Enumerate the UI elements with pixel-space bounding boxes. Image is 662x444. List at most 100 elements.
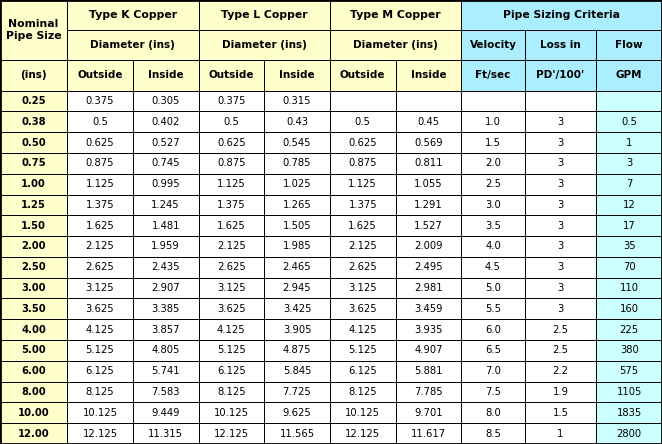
Text: 4.125: 4.125: [217, 325, 246, 335]
Bar: [199, 132, 264, 153]
Bar: [67, 382, 133, 402]
Text: 1.481: 1.481: [152, 221, 180, 231]
Bar: [396, 278, 461, 298]
Text: 2.5: 2.5: [553, 325, 569, 335]
Bar: [461, 60, 525, 91]
Bar: [199, 298, 264, 319]
Text: Ft/sec: Ft/sec: [475, 71, 510, 80]
Bar: [199, 30, 330, 60]
Text: 5.5: 5.5: [485, 304, 501, 314]
Bar: [199, 382, 264, 402]
Bar: [0, 174, 67, 194]
Text: Type L Copper: Type L Copper: [221, 10, 308, 20]
Bar: [133, 361, 199, 382]
Text: 1.125: 1.125: [85, 179, 115, 189]
Bar: [330, 0, 461, 30]
Bar: [199, 60, 264, 91]
Text: 3: 3: [557, 159, 563, 168]
Text: 5.845: 5.845: [283, 366, 311, 376]
Bar: [525, 257, 596, 278]
Text: 1.625: 1.625: [217, 221, 246, 231]
Text: 7.5: 7.5: [485, 387, 501, 397]
Text: 0.25: 0.25: [21, 96, 46, 106]
Text: 0.50: 0.50: [21, 138, 46, 147]
Bar: [396, 194, 461, 215]
Text: 7.725: 7.725: [283, 387, 311, 397]
Bar: [0, 236, 67, 257]
Bar: [596, 340, 662, 361]
Text: 380: 380: [620, 345, 639, 356]
Text: 2.009: 2.009: [414, 242, 443, 251]
Text: Flow: Flow: [616, 40, 643, 50]
Text: 3.125: 3.125: [85, 283, 115, 293]
Bar: [525, 111, 596, 132]
Text: 3.857: 3.857: [152, 325, 180, 335]
Text: 1.985: 1.985: [283, 242, 311, 251]
Bar: [67, 340, 133, 361]
Text: Outside: Outside: [77, 71, 122, 80]
Text: 12.125: 12.125: [345, 428, 380, 439]
Text: Diameter (ins): Diameter (ins): [222, 40, 307, 50]
Text: 3.625: 3.625: [348, 304, 377, 314]
Text: Diameter (ins): Diameter (ins): [353, 40, 438, 50]
Bar: [525, 153, 596, 174]
Text: 2.5: 2.5: [553, 345, 569, 356]
Text: 2.625: 2.625: [217, 262, 246, 272]
Bar: [525, 340, 596, 361]
Text: 4.5: 4.5: [485, 262, 501, 272]
Bar: [461, 0, 662, 30]
Text: 4.875: 4.875: [283, 345, 311, 356]
Text: 1.375: 1.375: [217, 200, 246, 210]
Bar: [461, 174, 525, 194]
Text: 12.125: 12.125: [83, 428, 118, 439]
Bar: [596, 298, 662, 319]
Bar: [396, 91, 461, 111]
Text: 1.959: 1.959: [152, 242, 180, 251]
Bar: [525, 236, 596, 257]
Text: 1835: 1835: [616, 408, 641, 418]
Bar: [264, 194, 330, 215]
Text: 8.125: 8.125: [348, 387, 377, 397]
Bar: [461, 236, 525, 257]
Bar: [396, 236, 461, 257]
Text: 3.125: 3.125: [348, 283, 377, 293]
Bar: [461, 402, 525, 423]
Bar: [0, 382, 67, 402]
Text: Velocity: Velocity: [469, 40, 516, 50]
Text: 0.625: 0.625: [217, 138, 246, 147]
Bar: [264, 111, 330, 132]
Bar: [525, 132, 596, 153]
Text: 0.5: 0.5: [355, 117, 371, 127]
Bar: [67, 91, 133, 111]
Text: 3: 3: [557, 117, 563, 127]
Bar: [330, 278, 396, 298]
Bar: [67, 278, 133, 298]
Bar: [396, 215, 461, 236]
Text: 110: 110: [620, 283, 639, 293]
Bar: [330, 402, 396, 423]
Text: 8.125: 8.125: [217, 387, 246, 397]
Bar: [525, 91, 596, 111]
Bar: [525, 30, 596, 60]
Text: 3.459: 3.459: [414, 304, 443, 314]
Text: 35: 35: [623, 242, 636, 251]
Bar: [199, 174, 264, 194]
Bar: [133, 194, 199, 215]
Bar: [264, 402, 330, 423]
Text: 0.75: 0.75: [21, 159, 46, 168]
Text: 0.875: 0.875: [86, 159, 115, 168]
Bar: [461, 153, 525, 174]
Bar: [67, 298, 133, 319]
Text: 5.0: 5.0: [485, 283, 501, 293]
Bar: [461, 257, 525, 278]
Text: 6.5: 6.5: [485, 345, 501, 356]
Text: 0.625: 0.625: [348, 138, 377, 147]
Bar: [330, 382, 396, 402]
Text: 2.465: 2.465: [283, 262, 311, 272]
Bar: [596, 257, 662, 278]
Bar: [264, 278, 330, 298]
Text: 3: 3: [557, 283, 563, 293]
Bar: [67, 236, 133, 257]
Text: 5.741: 5.741: [152, 366, 180, 376]
Text: 3: 3: [557, 242, 563, 251]
